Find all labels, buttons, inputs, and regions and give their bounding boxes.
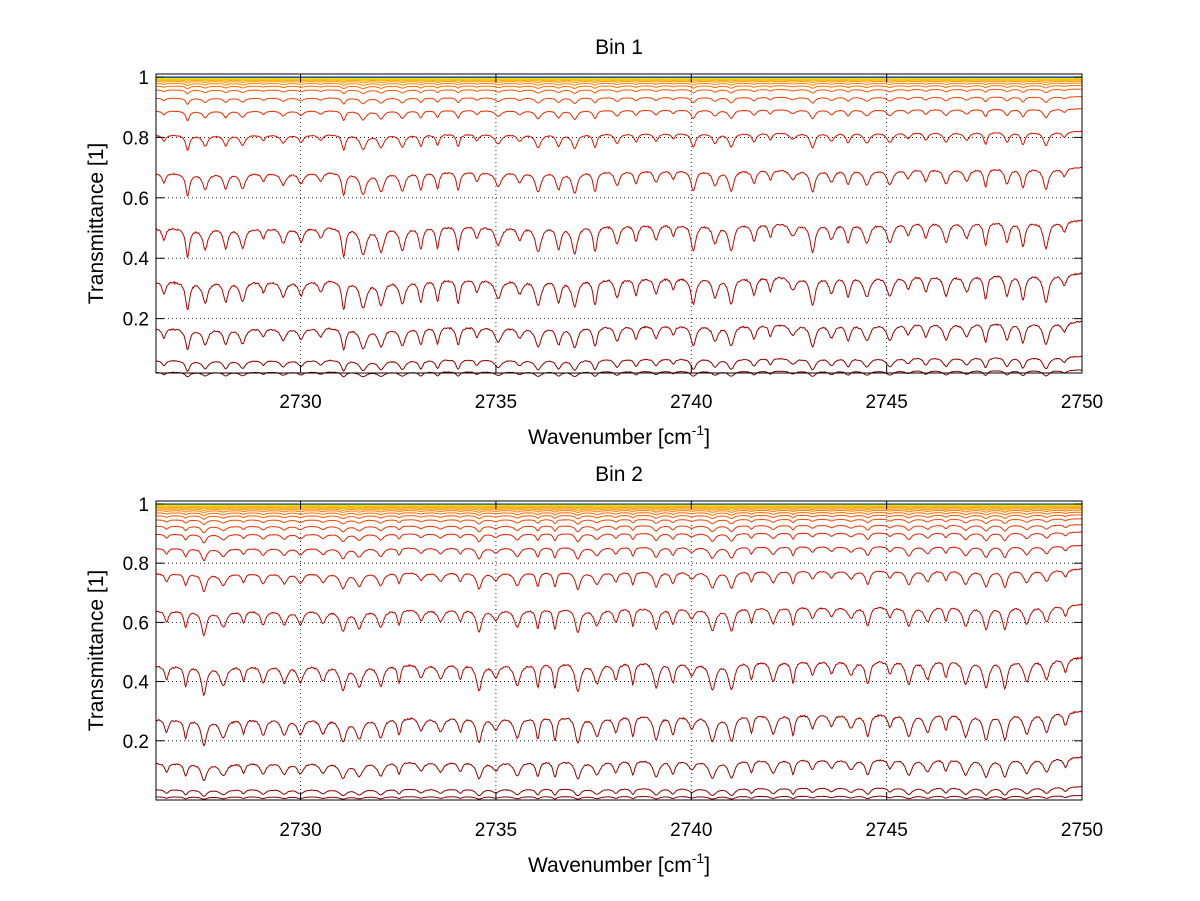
y-axis-label: Transmittance [1]: [85, 570, 108, 731]
x-tick-label: 2750: [1061, 392, 1103, 413]
series-line-4: [155, 272, 1083, 311]
series-line-8: [155, 108, 1083, 122]
series-line-11: [155, 518, 1083, 526]
series-line-12: [155, 82, 1082, 87]
plot-bin-1: Bin 1 2730 2735 2740 2745 2750 0.2 0.4 0.6 0.8 1 Wa…: [85, 36, 1103, 449]
x-tick-label: 2750: [1061, 820, 1103, 841]
series-line-13: [156, 80, 1083, 84]
series-line-15: [155, 78, 1083, 81]
ticks: 2730 2735 2740 2745 2750 0.2 0.4 0.6 0.8 1: [123, 68, 1104, 413]
series-line-5: [155, 219, 1083, 259]
series-line-5: [155, 656, 1083, 697]
series-line-1: [155, 795, 1083, 800]
y-tick-label: 0.8: [123, 554, 149, 575]
plot-bin-2: Bin 2 2730 2735 2740 2745 2750 0.2 0.4 0.6 0.8 1 Wa…: [85, 463, 1103, 877]
series-line-14: [156, 79, 1083, 82]
x-tick-label: 2735: [475, 392, 517, 413]
series-line-18: [155, 505, 1082, 508]
y-tick-label: 0.6: [123, 189, 149, 210]
series-line-11: [155, 84, 1083, 90]
series-line-7: [155, 130, 1083, 152]
grid: [156, 74, 1083, 373]
series-line-9: [155, 96, 1083, 105]
x-tick-label: 2730: [279, 820, 321, 841]
series-line-17: [155, 506, 1083, 509]
series-group: [155, 76, 1083, 378]
series-line-2: [155, 355, 1083, 372]
series-line-8: [155, 544, 1083, 562]
y-tick-label: 0.2: [123, 310, 149, 331]
series-line-4: [155, 710, 1083, 747]
x-tick-label: 2740: [670, 392, 712, 413]
series-line-6: [155, 166, 1083, 197]
series-line-12: [155, 514, 1083, 520]
series-group: [155, 503, 1083, 800]
y-tick-label: 0.6: [123, 613, 149, 634]
x-tick-label: 2745: [866, 392, 908, 413]
series-line-15: [155, 508, 1083, 512]
x-axis-label: Wavenumber [cm-1]: [528, 422, 710, 449]
series-line-6: [155, 603, 1083, 637]
series-line-10: [155, 88, 1083, 95]
y-tick-label: 0.8: [123, 128, 149, 149]
x-tick-label: 2740: [670, 820, 712, 841]
y-tick-label: 1: [138, 68, 149, 89]
series-line-3: [155, 756, 1083, 781]
series-line-9: [155, 531, 1083, 544]
plot-title: Bin 1: [595, 36, 643, 59]
series-line-3: [155, 320, 1083, 352]
axes-box: [155, 73, 1083, 374]
series-line-2: [155, 785, 1083, 797]
y-tick-label: 0.2: [123, 732, 149, 753]
series-line-16: [155, 506, 1083, 510]
x-tick-label: 2735: [475, 820, 517, 841]
series-line-13: [155, 511, 1083, 517]
y-tick-label: 0.4: [123, 673, 150, 694]
x-axis-label: Wavenumber [cm-1]: [528, 850, 710, 877]
axes-box: [155, 500, 1083, 801]
ticks: 2730 2735 2740 2745 2750 0.2 0.4 0.6 0.8 1: [123, 495, 1104, 841]
grid: [156, 501, 1083, 800]
plot-title: Bin 2: [595, 463, 643, 486]
x-tick-label: 2745: [866, 820, 908, 841]
x-tick-label: 2730: [279, 392, 321, 413]
y-tick-label: 0.4: [123, 249, 150, 270]
y-tick-label: 1: [138, 495, 149, 516]
series-line-14: [155, 509, 1082, 514]
series-line-7: [155, 568, 1083, 592]
y-axis-label: Transmittance [1]: [85, 143, 108, 304]
series-line-10: [155, 524, 1083, 534]
